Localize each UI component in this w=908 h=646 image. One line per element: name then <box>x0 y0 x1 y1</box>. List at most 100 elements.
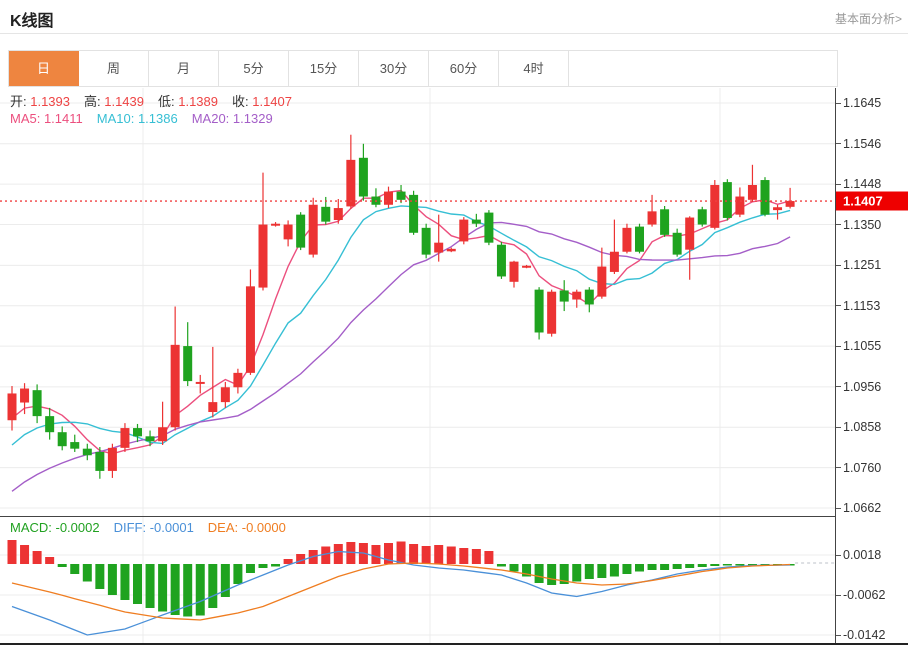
candle <box>396 191 406 200</box>
candle <box>534 289 544 333</box>
macd-bar <box>145 564 155 608</box>
macd-bar <box>647 564 657 570</box>
y-axis-label: 1.1546 <box>836 137 881 151</box>
macd-bar <box>208 564 218 608</box>
candle <box>45 416 55 433</box>
candle <box>195 381 205 384</box>
macd-bar <box>496 564 506 567</box>
macd-bar <box>421 546 431 564</box>
page-title: K线图 <box>10 13 54 30</box>
macd-bar <box>32 551 42 564</box>
macd-bar <box>747 564 757 566</box>
candle <box>271 223 281 226</box>
macd-bar <box>484 551 494 564</box>
legend-item: MACD: -0.0002 <box>10 520 100 535</box>
candle <box>7 393 17 421</box>
candle <box>660 209 670 235</box>
macd-bar <box>296 554 306 564</box>
candle <box>333 208 343 221</box>
y-axis-label: 1.0760 <box>836 461 881 475</box>
legend-item: MA10: 1.1386 <box>96 111 178 126</box>
macd-bar <box>547 564 557 585</box>
macd-bar <box>584 564 594 579</box>
tab-30分[interactable]: 30分 <box>359 51 429 86</box>
macd-bar <box>333 544 343 564</box>
y-axis-label: 0.0018 <box>836 548 881 562</box>
macd-bar <box>559 564 569 584</box>
tab-5分[interactable]: 5分 <box>219 51 289 86</box>
macd-bar <box>258 564 268 568</box>
candle <box>672 232 682 255</box>
macd-bar <box>271 564 281 567</box>
candle <box>283 224 293 240</box>
macd-bar <box>371 545 381 564</box>
ma10-line <box>11 205 791 446</box>
candle <box>32 390 42 417</box>
tab-周[interactable]: 周 <box>79 51 149 86</box>
candle <box>346 159 356 207</box>
tab-日[interactable]: 日 <box>9 51 79 86</box>
candle <box>70 442 80 449</box>
y-axis-label: 1.1350 <box>836 218 881 232</box>
candle <box>785 201 795 207</box>
macd-chart: MACD: -0.0002 DIFF: -0.0001 DEA: -0.0000 <box>0 517 835 643</box>
macd-bar <box>346 542 356 564</box>
y-axis-label: 1.0956 <box>836 380 881 394</box>
ohlc-legend: 开: 1.1393 高: 1.1439 低: 1.1389 收: 1.1407 <box>10 91 306 110</box>
candle <box>484 212 494 243</box>
macd-bar <box>660 564 670 570</box>
y-axis-label: -0.0062 <box>836 588 885 602</box>
candle <box>107 447 117 471</box>
macd-bar <box>697 564 707 567</box>
candle <box>622 227 632 252</box>
candle <box>559 290 569 302</box>
macd-bar <box>396 541 406 564</box>
macd-bar <box>722 564 732 566</box>
macd-bar <box>57 564 67 567</box>
legend-item: DEA: -0.0000 <box>207 520 286 535</box>
macd-bar <box>735 564 745 566</box>
macd-bar <box>133 564 142 604</box>
macd-bar <box>233 564 243 584</box>
macd-bar <box>70 564 80 574</box>
panel-separator <box>0 516 836 517</box>
candle <box>446 248 456 252</box>
macd-bar <box>158 564 168 612</box>
macd-bar <box>710 564 720 566</box>
fundamental-analysis-link[interactable]: 基本面分析> <box>834 12 902 26</box>
candle <box>145 436 155 442</box>
macd-bar <box>622 564 632 574</box>
tab-15分[interactable]: 15分 <box>289 51 359 86</box>
macd-bar <box>446 546 456 564</box>
candle <box>95 451 105 471</box>
candle <box>158 427 168 442</box>
period-tabbar: 日周月 5分 15分 30分 60分 4时 <box>8 50 838 87</box>
macd-bar <box>20 545 30 564</box>
tab-60分[interactable]: 60分 <box>429 51 499 86</box>
candle <box>183 346 193 382</box>
macd-bar <box>170 564 180 615</box>
candle <box>597 266 607 297</box>
y-axis-label: 1.0662 <box>836 501 881 515</box>
candle <box>572 291 582 300</box>
macd-legend: MACD: -0.0002 DIFF: -0.0001 DEA: -0.0000 <box>10 520 300 535</box>
candle <box>258 224 268 288</box>
candle <box>434 242 444 253</box>
candle <box>82 448 92 456</box>
macd-bar <box>195 564 205 616</box>
y-axis-label: 1.1055 <box>836 339 881 353</box>
legend-item: 低: 1.1389 <box>158 94 218 109</box>
ma-legend: MA5: 1.1411 MA10: 1.1386 MA20: 1.1329 <box>10 111 287 126</box>
chart-bottom-border <box>0 643 908 645</box>
tab-4时[interactable]: 4时 <box>499 51 569 86</box>
legend-item: 开: 1.1393 <box>10 94 70 109</box>
macd-bar <box>534 564 544 583</box>
tab-月[interactable]: 月 <box>149 51 219 86</box>
macd-bar <box>409 544 419 564</box>
candle <box>609 251 619 272</box>
candle <box>547 291 557 334</box>
candle <box>735 196 745 215</box>
macd-bar <box>672 564 682 569</box>
y-axis-label: 1.1153 <box>836 299 880 313</box>
candle <box>635 226 644 252</box>
